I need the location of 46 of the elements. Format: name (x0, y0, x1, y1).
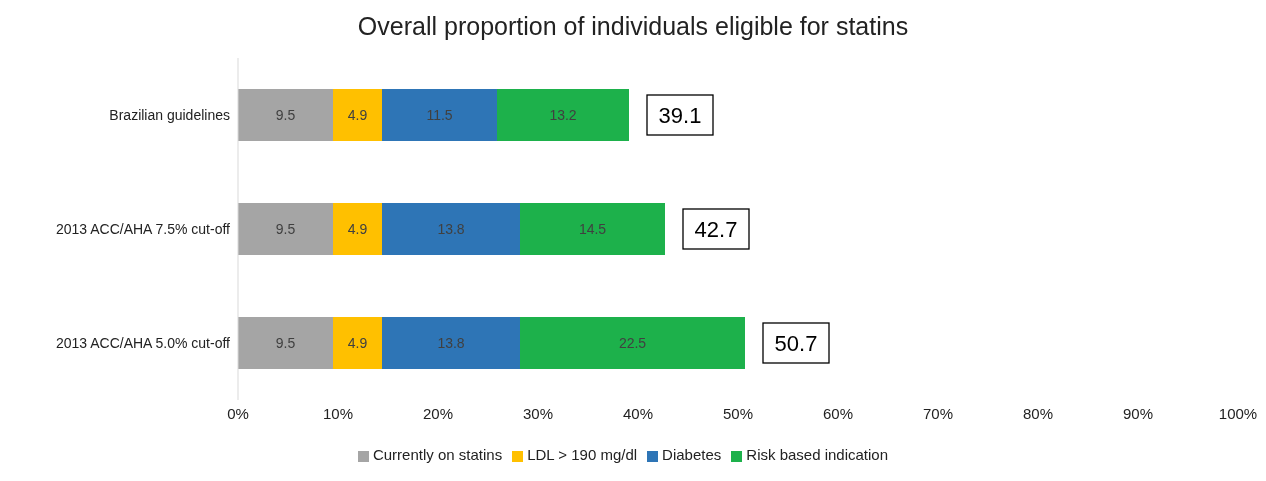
bar (382, 203, 520, 255)
legend-label: Currently on statins (372, 446, 503, 463)
data-label: 9.5 (275, 106, 296, 123)
total-label: 42.7 (694, 216, 738, 242)
data-label: 9.5 (275, 220, 296, 237)
legend-label: Diabetes (662, 446, 722, 463)
x-tick-label: 100% (1218, 404, 1258, 422)
bar (238, 203, 333, 255)
bar (520, 203, 665, 255)
x-tick-label: 80% (1022, 404, 1054, 422)
bar (333, 89, 382, 141)
bar (333, 317, 382, 369)
x-tick-label: 60% (822, 404, 854, 422)
x-tick-label: 40% (622, 404, 654, 422)
x-tick-label: 50% (722, 404, 754, 422)
total-label: 50.7 (774, 330, 818, 356)
x-tick-label: 70% (922, 404, 954, 422)
x-tick-label: 90% (1122, 404, 1154, 422)
data-label: 4.9 (347, 220, 368, 237)
bar (382, 317, 520, 369)
bar (238, 89, 333, 141)
data-label: 9.5 (275, 334, 296, 351)
data-label: 13.8 (437, 220, 465, 237)
total-label: 39.1 (658, 102, 702, 128)
bar (238, 317, 333, 369)
x-tick-label: 0% (227, 404, 249, 422)
bar (333, 203, 382, 255)
data-label: 13.8 (437, 334, 465, 351)
bar (497, 89, 629, 141)
x-tick-label: 20% (422, 404, 454, 422)
y-tick-label: Brazilian guidelines (109, 106, 230, 123)
chart-title: Overall proportion of individuals eligible for statins (356, 12, 910, 40)
data-label: 13.2 (549, 106, 577, 123)
data-label: 14.5 (578, 220, 607, 237)
y-tick-label: 2013 ACC/AHA 5.0% cut-off (55, 334, 231, 351)
legend-label: Risk based indication (746, 446, 889, 463)
data-label: 22.5 (618, 334, 647, 351)
y-tick-label: 2013 ACC/AHA 7.5% cut-off (55, 220, 231, 237)
bar (520, 317, 745, 369)
data-label: 4.9 (347, 106, 368, 123)
data-label: 4.9 (347, 334, 368, 351)
legend-label: LDL > 190 mg/dl (527, 446, 638, 463)
x-tick-label: 30% (522, 404, 554, 422)
bar (382, 89, 497, 141)
data-label: 11.5 (426, 106, 453, 123)
x-tick-label: 10% (322, 404, 354, 422)
